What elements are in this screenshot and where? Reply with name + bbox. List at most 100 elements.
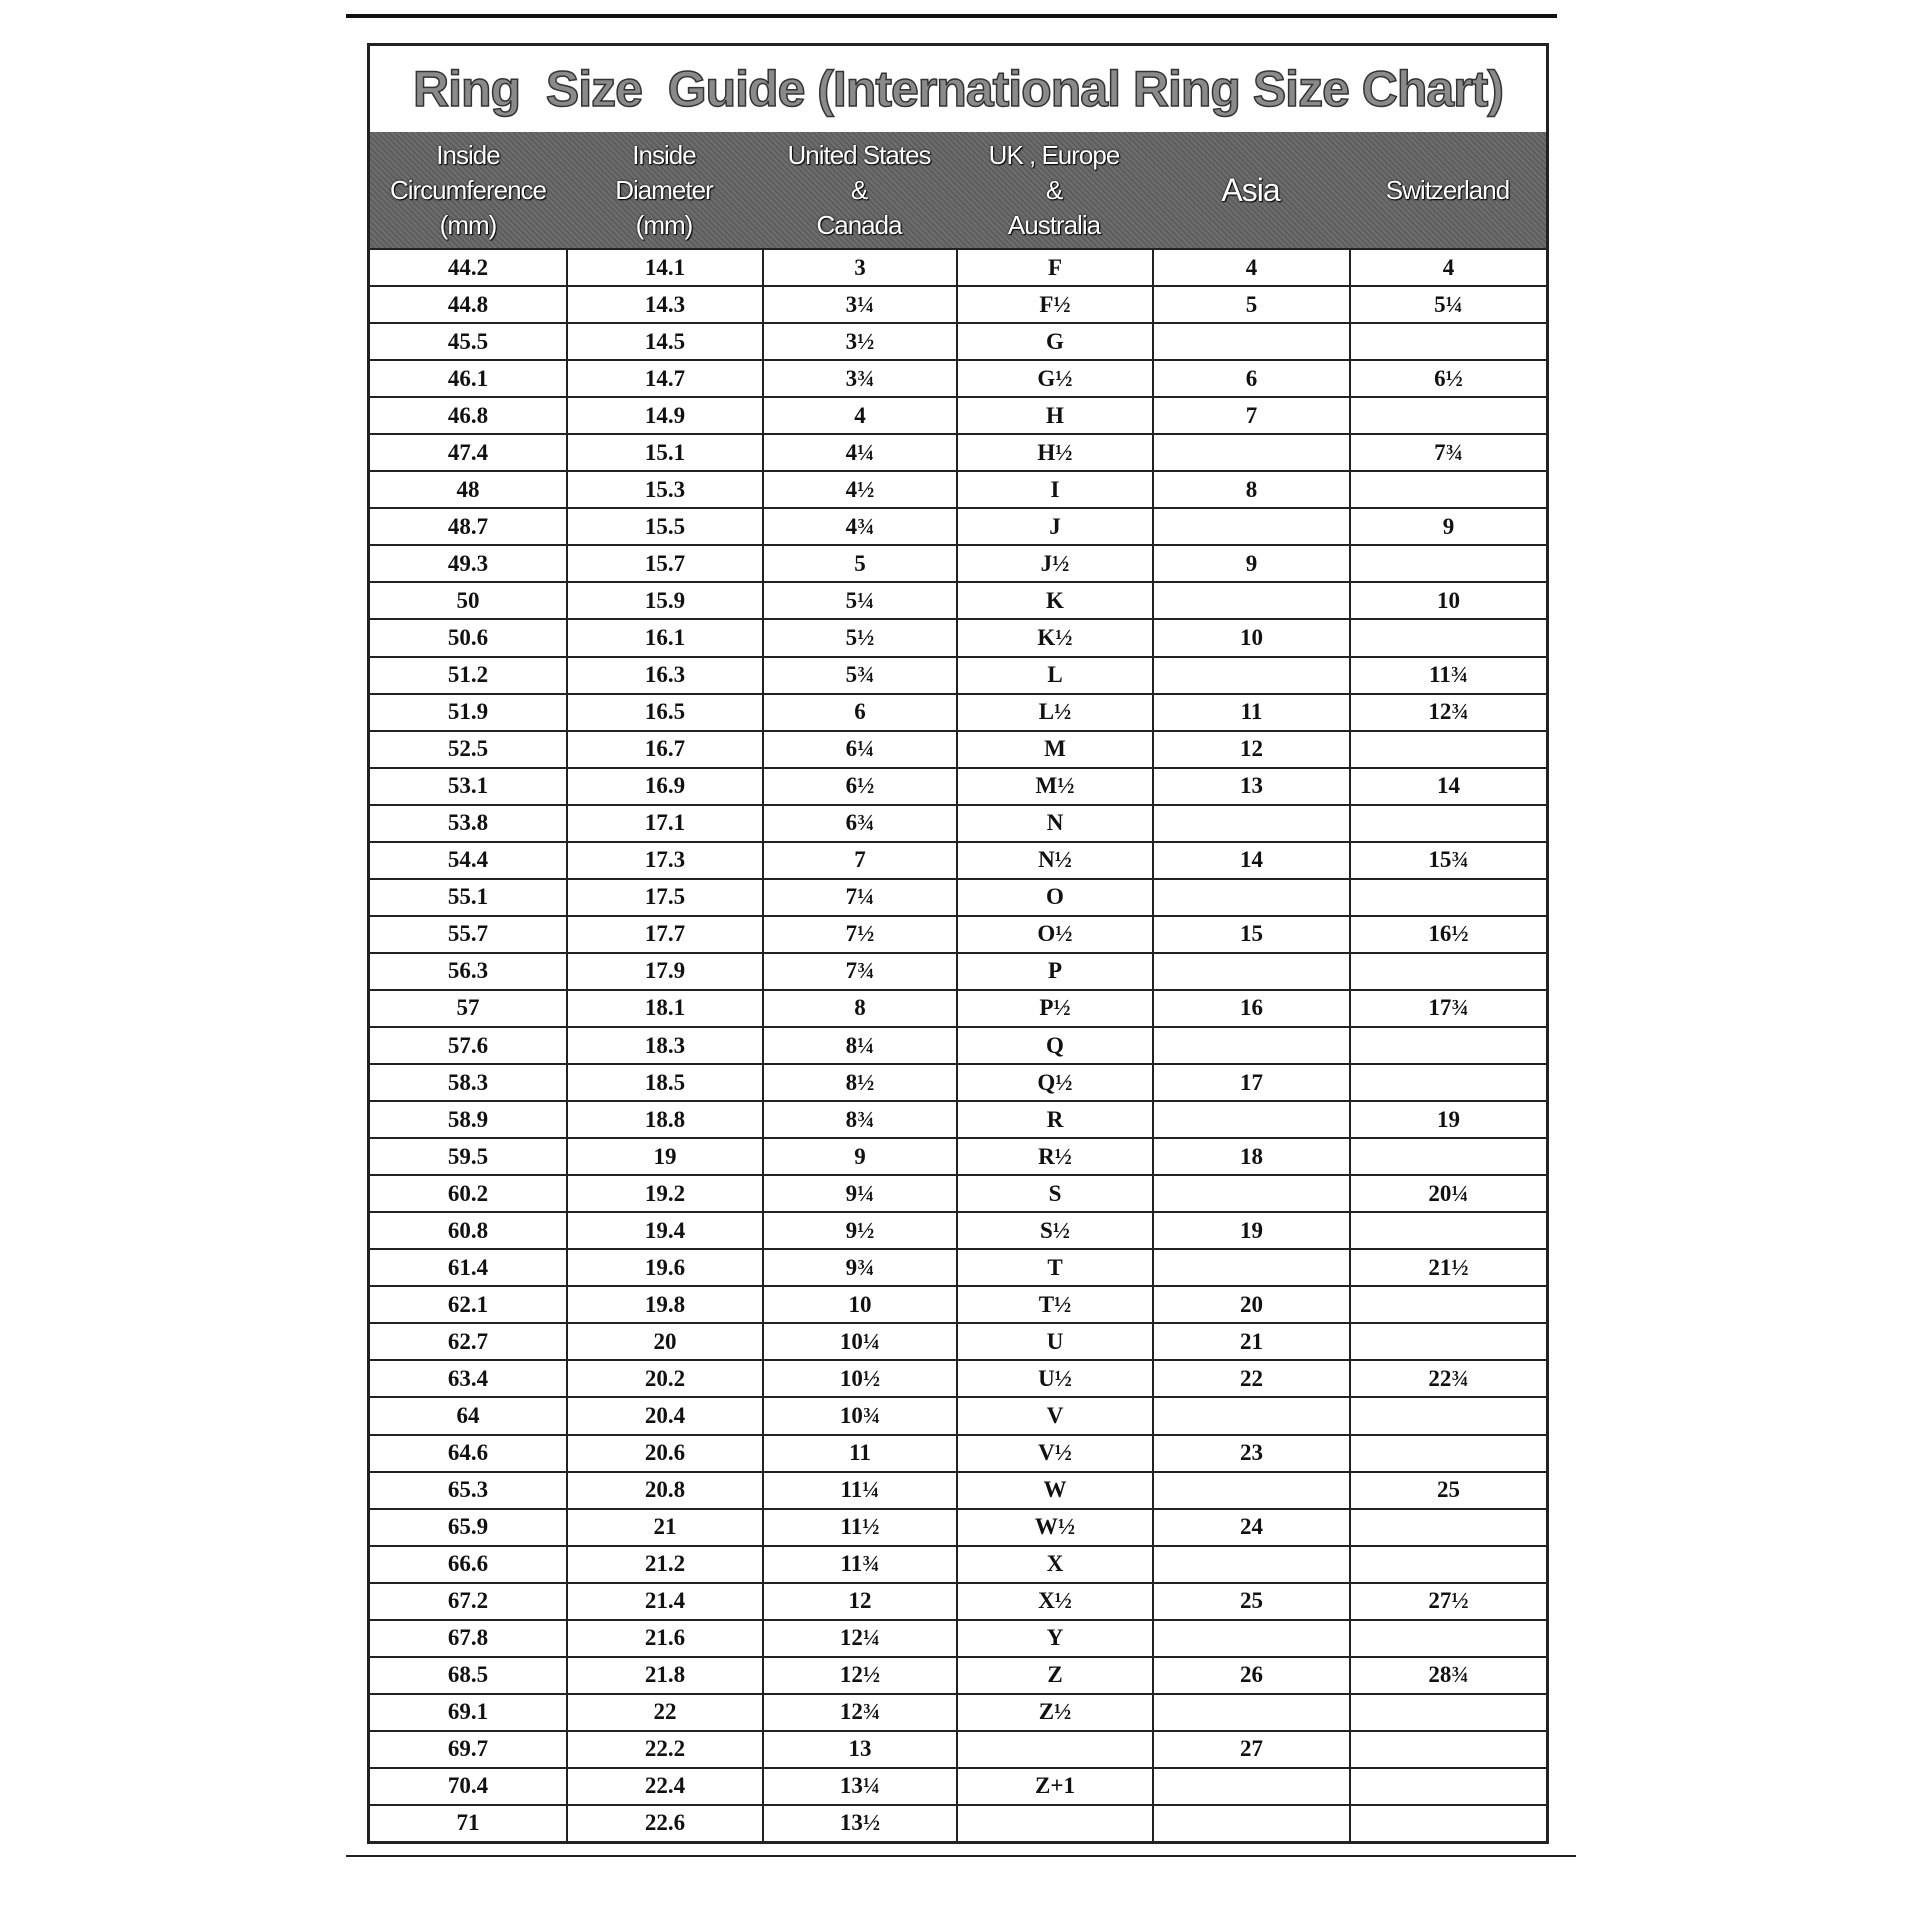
cell-us-canada: 10¾: [762, 1398, 956, 1434]
cell-switzerland: 21½: [1349, 1250, 1546, 1286]
cell-circumference: 62.1: [447, 1291, 489, 1317]
cell-diameter: 15.9: [566, 583, 762, 619]
cell-diameter: 17.5: [566, 879, 762, 915]
table-row: 48 15.3 4½ I 8: [370, 470, 1546, 508]
cell-circumference: 67.2: [447, 1588, 489, 1614]
cell-us-canada: 4½: [762, 472, 956, 508]
cell-circumference: 60.8: [447, 1217, 489, 1243]
cell-circumference: 65.9: [447, 1514, 489, 1540]
cell-us-canada: 11: [762, 1435, 956, 1471]
cell-uk-europe-australia: H½: [956, 435, 1152, 471]
cell-circumference: 68.5: [447, 1662, 489, 1688]
cell-circumference: 65.3: [447, 1477, 489, 1503]
cell-uk-europe-australia: I: [956, 472, 1152, 508]
cell-diameter: 17.7: [566, 916, 762, 952]
cell-us-canada: 8¼: [762, 1027, 956, 1064]
cell-asia: 19: [1152, 1213, 1349, 1249]
header-switzerland: Switzerland: [1385, 174, 1510, 205]
cell-switzerland: 7¾: [1349, 435, 1546, 471]
table-row: 69.7 22.2 13 27: [370, 1729, 1546, 1767]
cell-switzerland: [1349, 1139, 1546, 1175]
cell-us-canada: 13¼: [762, 1768, 956, 1804]
cell-us-canada: 7¼: [762, 879, 956, 915]
cell-circumference: 54.4: [447, 847, 489, 873]
cell-circumference: 44.2: [447, 254, 489, 280]
cell-switzerland: 16½: [1349, 916, 1546, 952]
cell-diameter: 21.6: [566, 1620, 762, 1656]
bottom-rule: [346, 1855, 1576, 1857]
table-row: 45.5 14.5 3½ G: [370, 322, 1546, 360]
cell-diameter: 14.9: [566, 398, 762, 434]
cell-us-canada: 10¼: [762, 1324, 956, 1360]
table-row: 66.6 21.2 11¾ X: [370, 1544, 1546, 1582]
table-row: 57.6 18.3 8¼ Q: [370, 1025, 1546, 1064]
cell-uk-europe-australia: M: [956, 731, 1152, 767]
cell-diameter: 22.6: [566, 1805, 762, 1842]
cell-switzerland: 4: [1349, 250, 1546, 286]
cell-switzerland: [1349, 546, 1546, 582]
cell-circumference: 55.7: [447, 921, 489, 947]
cell-uk-europe-australia: V½: [956, 1435, 1152, 1471]
cell-asia: [1152, 1250, 1349, 1286]
cell-diameter: 16.7: [566, 731, 762, 767]
cell-uk-europe-australia: Z+1: [956, 1768, 1152, 1804]
table-row: 62.1 19.8 10 T½ 20: [370, 1285, 1546, 1323]
cell-asia: 5: [1152, 287, 1349, 323]
cell-asia: [1152, 1768, 1349, 1804]
cell-us-canada: 12½: [762, 1657, 956, 1693]
cell-diameter: 19: [566, 1139, 762, 1175]
cell-uk-europe-australia: W½: [956, 1509, 1152, 1545]
cell-switzerland: 25: [1349, 1472, 1546, 1508]
cell-asia: 16: [1152, 990, 1349, 1026]
cell-uk-europe-australia: F: [956, 250, 1152, 286]
cell-asia: 4: [1152, 250, 1349, 286]
cell-us-canada: 6: [762, 694, 956, 730]
cell-asia: [1152, 953, 1349, 989]
cell-us-canada: 9½: [762, 1213, 956, 1249]
cell-switzerland: [1349, 1546, 1546, 1582]
cell-us-canada: 5: [762, 546, 956, 582]
header-us-canada: United States & Canada: [787, 139, 931, 240]
cell-asia: [1152, 1102, 1349, 1138]
cell-diameter: 16.9: [566, 768, 762, 804]
cell-circumference: 64: [456, 1402, 480, 1428]
cell-us-canada: 5½: [762, 620, 956, 656]
table-row: 70.4 22.4 13¼ Z+1: [370, 1766, 1546, 1804]
table-row: 59.5 19 9 R½ 18: [370, 1137, 1546, 1175]
cell-asia: [1152, 1472, 1349, 1508]
cell-uk-europe-australia: S½: [956, 1213, 1152, 1249]
cell-us-canada: 6¼: [762, 731, 956, 767]
cell-us-canada: 11¾: [762, 1546, 956, 1582]
cell-asia: [1152, 1176, 1349, 1212]
cell-diameter: 16.5: [566, 694, 762, 730]
cell-asia: [1152, 509, 1349, 545]
cell-us-canada: 3: [762, 250, 956, 286]
cell-circumference: 46.8: [447, 402, 489, 428]
cell-uk-europe-australia: Y: [956, 1620, 1152, 1656]
cell-circumference: 60.2: [447, 1180, 489, 1206]
table-row: 51.2 16.3 5¾ L 11¾: [370, 655, 1546, 693]
cell-uk-europe-australia: Z½: [956, 1694, 1152, 1730]
table-row: 55.1 17.5 7¼ O: [370, 877, 1546, 915]
table-row: 56.3 17.9 7¾ P: [370, 951, 1546, 989]
cell-diameter: 22.2: [566, 1731, 762, 1767]
table-row: 65.9 21 11½ W½ 24: [370, 1507, 1546, 1545]
cell-switzerland: 12¾: [1349, 694, 1546, 730]
cell-asia: 25: [1152, 1583, 1349, 1619]
cell-uk-europe-australia: U: [956, 1324, 1152, 1360]
cell-us-canada: 12¼: [762, 1620, 956, 1656]
cell-uk-europe-australia: M½: [956, 768, 1152, 804]
table-row: 44.2 14.1 3 F 4 4: [370, 248, 1546, 286]
cell-diameter: 21.4: [566, 1583, 762, 1619]
table-row: 60.8 19.4 9½ S½ 19: [370, 1211, 1546, 1249]
cell-asia: 14: [1152, 842, 1349, 878]
cell-us-canada: 5¼: [762, 583, 956, 619]
cell-diameter: 20.8: [566, 1472, 762, 1508]
table-row: 61.4 19.6 9¾ T 21½: [370, 1248, 1546, 1286]
table-row: 46.1 14.7 3¾ G½ 6 6½: [370, 359, 1546, 397]
cell-switzerland: 14: [1349, 768, 1546, 804]
cell-uk-europe-australia: X: [956, 1546, 1152, 1582]
cell-switzerland: [1349, 1509, 1546, 1545]
cell-switzerland: [1349, 472, 1546, 508]
cell-uk-europe-australia: X½: [956, 1583, 1152, 1619]
